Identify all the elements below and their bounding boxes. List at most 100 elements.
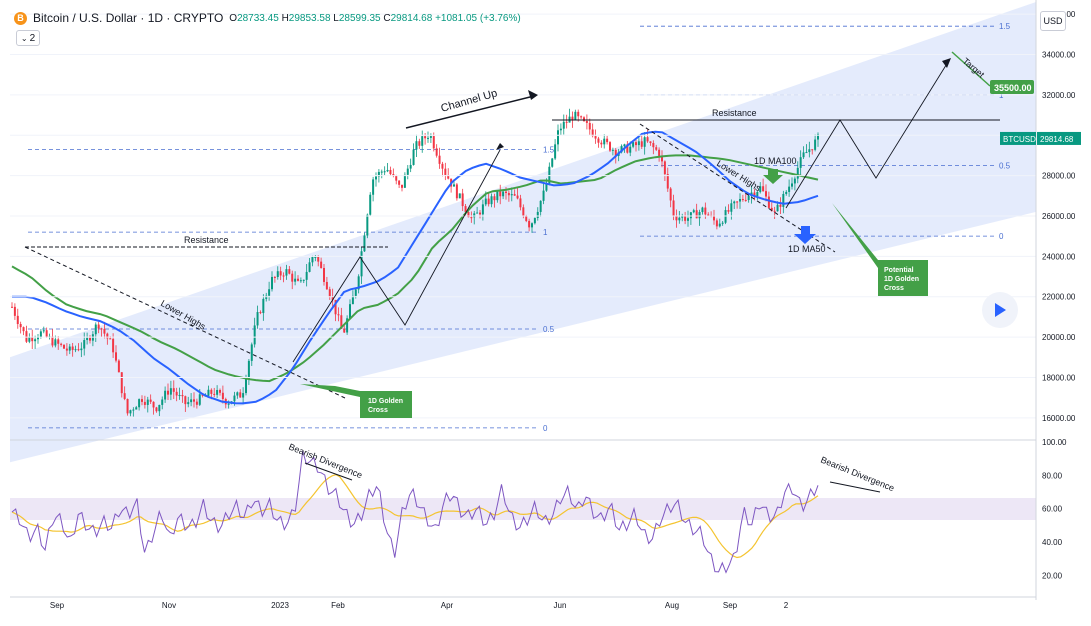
- lower-highs-right-line: [639, 123, 836, 253]
- play-button[interactable]: [982, 292, 1018, 328]
- candle-body: [311, 256, 314, 263]
- candle-body: [585, 120, 588, 123]
- candle-body: [467, 212, 470, 218]
- golden-cross-callout: [300, 384, 412, 418]
- rsi-tick-label: 40.00: [1042, 538, 1063, 547]
- channel-up-arrowhead: [528, 90, 538, 100]
- candle-body: [271, 276, 273, 290]
- candle-body: [135, 407, 138, 410]
- candle-body: [97, 324, 100, 329]
- candle-body: [424, 136, 427, 139]
- price-tick-label: 34000.00: [1042, 50, 1076, 59]
- potential-gc-label-2: 1D Golden: [884, 276, 919, 283]
- candle-body: [395, 175, 398, 181]
- candle-body: [65, 348, 68, 351]
- candle-body: [770, 207, 773, 211]
- candle-body: [320, 261, 323, 268]
- candle-body: [63, 344, 65, 349]
- candle-body: [675, 215, 678, 221]
- candle-body: [718, 223, 721, 227]
- candle-body: [715, 220, 718, 227]
- candle-body: [580, 116, 583, 118]
- ma100-line: [11, 154, 819, 383]
- candle-body: [328, 289, 331, 297]
- time-tick-label: Feb: [331, 601, 345, 610]
- candle-body: [412, 149, 415, 165]
- candle-body: [276, 271, 279, 278]
- time-tick-label: Apr: [441, 601, 454, 610]
- candle-body: [247, 360, 250, 380]
- target-price-label: 35500.00: [994, 83, 1032, 93]
- candle-body: [646, 137, 649, 142]
- candle-body: [195, 401, 198, 405]
- candle-body: [236, 392, 239, 396]
- candle-body: [447, 174, 450, 179]
- candle-body: [487, 198, 490, 205]
- candle-body: [649, 141, 652, 144]
- candle-body: [455, 184, 458, 199]
- candle-body: [406, 168, 409, 175]
- candle-body: [744, 199, 747, 201]
- candle-body: [652, 143, 655, 148]
- candle-body: [779, 204, 782, 207]
- candle-body: [100, 328, 103, 330]
- candle-body: [262, 298, 265, 314]
- candle-body: [126, 398, 129, 414]
- price-tick-label: 26000.00: [1042, 212, 1076, 221]
- candle-body: [210, 389, 213, 394]
- candle-body: [603, 138, 606, 145]
- candle-body: [632, 142, 635, 147]
- price-tick-label: 22000.00: [1042, 293, 1076, 302]
- candle-body: [369, 194, 372, 215]
- candle-body: [357, 276, 360, 290]
- candle-body: [288, 269, 291, 274]
- candle-body: [461, 193, 464, 207]
- candle-body: [146, 399, 149, 405]
- fib-left-label: 1: [543, 228, 548, 237]
- price-tick-label: 18000.00: [1042, 373, 1076, 382]
- candle-body: [161, 399, 164, 405]
- candle-body: [637, 141, 640, 146]
- candle-body: [305, 271, 308, 280]
- candle-body: [152, 401, 155, 408]
- fractal-path-left: [292, 149, 501, 363]
- candle-body: [256, 312, 259, 326]
- candle-body: [360, 251, 363, 277]
- last-price-symbol: BTCUSD: [1003, 135, 1036, 144]
- candle-body: [297, 278, 299, 281]
- currency-button[interactable]: USD: [1040, 11, 1066, 31]
- candle-body: [187, 402, 190, 405]
- change-value: +1081.05 (+3.76%): [435, 12, 521, 24]
- indicators-toggle-button[interactable]: ⌄ 2: [16, 30, 40, 46]
- candle-body: [285, 269, 288, 276]
- ma50-label: 1D MA50: [788, 244, 826, 254]
- symbol-title[interactable]: Bitcoin / U.S. Dollar · 1D · CRYPTO: [33, 11, 224, 25]
- candle-body: [796, 167, 799, 179]
- ma100-label: 1D MA100: [754, 156, 797, 166]
- candle-body: [109, 338, 112, 340]
- candle-body: [565, 121, 568, 123]
- candle-body: [516, 195, 519, 199]
- candle-body: [216, 389, 219, 395]
- time-tick-label: Aug: [665, 601, 679, 610]
- candle-body: [473, 213, 476, 218]
- candle-body: [756, 191, 759, 197]
- candle-body: [484, 198, 487, 205]
- candle-body: [496, 191, 499, 201]
- candle-body: [132, 409, 135, 411]
- rsi-band: [10, 498, 1036, 520]
- candle-body: [793, 178, 796, 184]
- candle-body: [193, 399, 195, 402]
- candle-body: [299, 280, 302, 282]
- candle-body: [302, 279, 305, 281]
- ma100-down-arrow-icon: [763, 169, 783, 184]
- projection-arrowhead: [942, 58, 951, 68]
- candle-body: [415, 141, 418, 150]
- candle-body: [481, 204, 484, 215]
- candle-body: [149, 399, 152, 402]
- candle-body: [86, 337, 89, 341]
- candle-body: [695, 210, 698, 219]
- candle-body: [346, 318, 349, 333]
- candle-body: [398, 180, 401, 185]
